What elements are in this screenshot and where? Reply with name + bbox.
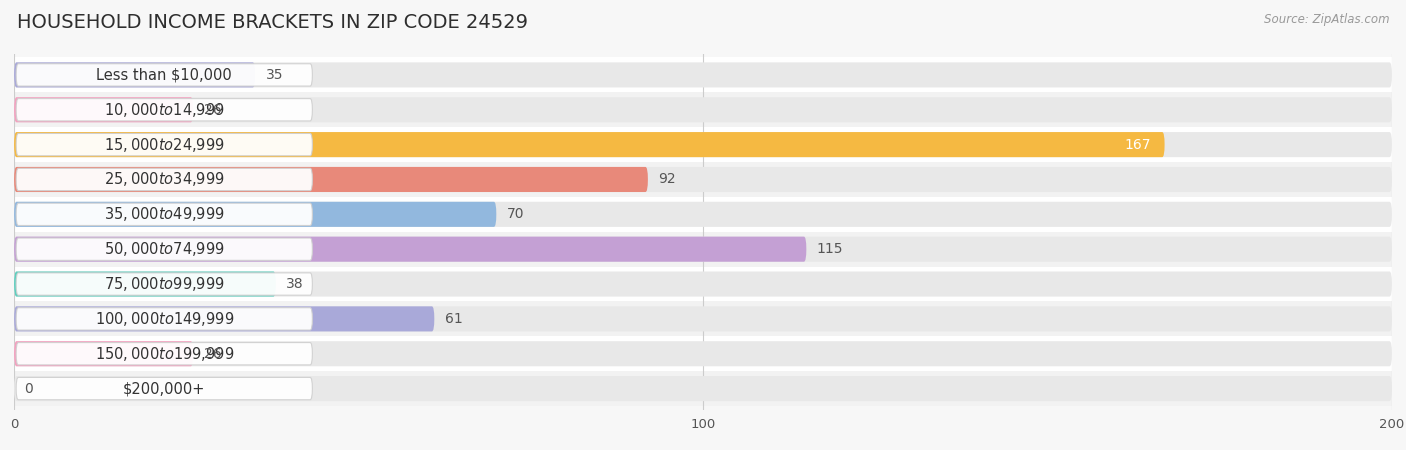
FancyBboxPatch shape xyxy=(14,266,1392,302)
FancyBboxPatch shape xyxy=(14,341,193,366)
Text: $15,000 to $24,999: $15,000 to $24,999 xyxy=(104,135,225,153)
FancyBboxPatch shape xyxy=(14,202,496,227)
FancyBboxPatch shape xyxy=(15,134,312,156)
FancyBboxPatch shape xyxy=(15,99,312,121)
Text: $100,000 to $149,999: $100,000 to $149,999 xyxy=(94,310,233,328)
FancyBboxPatch shape xyxy=(14,271,276,297)
FancyBboxPatch shape xyxy=(15,64,312,86)
FancyBboxPatch shape xyxy=(14,341,1392,366)
Text: $50,000 to $74,999: $50,000 to $74,999 xyxy=(104,240,225,258)
Text: 92: 92 xyxy=(658,172,676,186)
Text: 26: 26 xyxy=(204,347,221,361)
Text: 115: 115 xyxy=(817,242,844,256)
Text: $25,000 to $34,999: $25,000 to $34,999 xyxy=(104,171,225,189)
FancyBboxPatch shape xyxy=(14,232,1392,266)
FancyBboxPatch shape xyxy=(14,376,1392,401)
Text: $75,000 to $99,999: $75,000 to $99,999 xyxy=(104,275,225,293)
FancyBboxPatch shape xyxy=(14,271,1392,297)
Text: $35,000 to $49,999: $35,000 to $49,999 xyxy=(104,205,225,223)
Text: HOUSEHOLD INCOME BRACKETS IN ZIP CODE 24529: HOUSEHOLD INCOME BRACKETS IN ZIP CODE 24… xyxy=(17,14,527,32)
FancyBboxPatch shape xyxy=(15,168,312,191)
FancyBboxPatch shape xyxy=(15,308,312,330)
FancyBboxPatch shape xyxy=(14,162,1392,197)
FancyBboxPatch shape xyxy=(14,306,1392,332)
Text: 26: 26 xyxy=(204,103,221,117)
FancyBboxPatch shape xyxy=(14,167,1392,192)
Text: Source: ZipAtlas.com: Source: ZipAtlas.com xyxy=(1264,14,1389,27)
FancyBboxPatch shape xyxy=(15,378,312,400)
FancyBboxPatch shape xyxy=(14,336,1392,371)
Text: $10,000 to $14,999: $10,000 to $14,999 xyxy=(104,101,225,119)
Text: 35: 35 xyxy=(266,68,283,82)
FancyBboxPatch shape xyxy=(15,203,312,225)
FancyBboxPatch shape xyxy=(14,63,256,87)
FancyBboxPatch shape xyxy=(14,97,193,122)
FancyBboxPatch shape xyxy=(14,237,1392,262)
FancyBboxPatch shape xyxy=(14,197,1392,232)
Text: $150,000 to $199,999: $150,000 to $199,999 xyxy=(94,345,233,363)
Text: 38: 38 xyxy=(287,277,304,291)
FancyBboxPatch shape xyxy=(14,58,1392,92)
Text: 70: 70 xyxy=(506,207,524,221)
FancyBboxPatch shape xyxy=(15,342,312,365)
Text: 167: 167 xyxy=(1125,138,1152,152)
FancyBboxPatch shape xyxy=(14,306,434,332)
FancyBboxPatch shape xyxy=(15,273,312,295)
FancyBboxPatch shape xyxy=(14,127,1392,162)
FancyBboxPatch shape xyxy=(14,97,1392,122)
FancyBboxPatch shape xyxy=(14,132,1164,157)
FancyBboxPatch shape xyxy=(14,202,1392,227)
FancyBboxPatch shape xyxy=(14,302,1392,336)
FancyBboxPatch shape xyxy=(14,92,1392,127)
FancyBboxPatch shape xyxy=(14,237,807,262)
FancyBboxPatch shape xyxy=(14,63,1392,87)
Text: 0: 0 xyxy=(24,382,34,396)
Text: 61: 61 xyxy=(444,312,463,326)
Text: $200,000+: $200,000+ xyxy=(124,381,205,396)
FancyBboxPatch shape xyxy=(14,167,648,192)
FancyBboxPatch shape xyxy=(14,371,1392,406)
FancyBboxPatch shape xyxy=(15,238,312,261)
FancyBboxPatch shape xyxy=(14,132,1392,157)
Text: Less than $10,000: Less than $10,000 xyxy=(97,68,232,82)
